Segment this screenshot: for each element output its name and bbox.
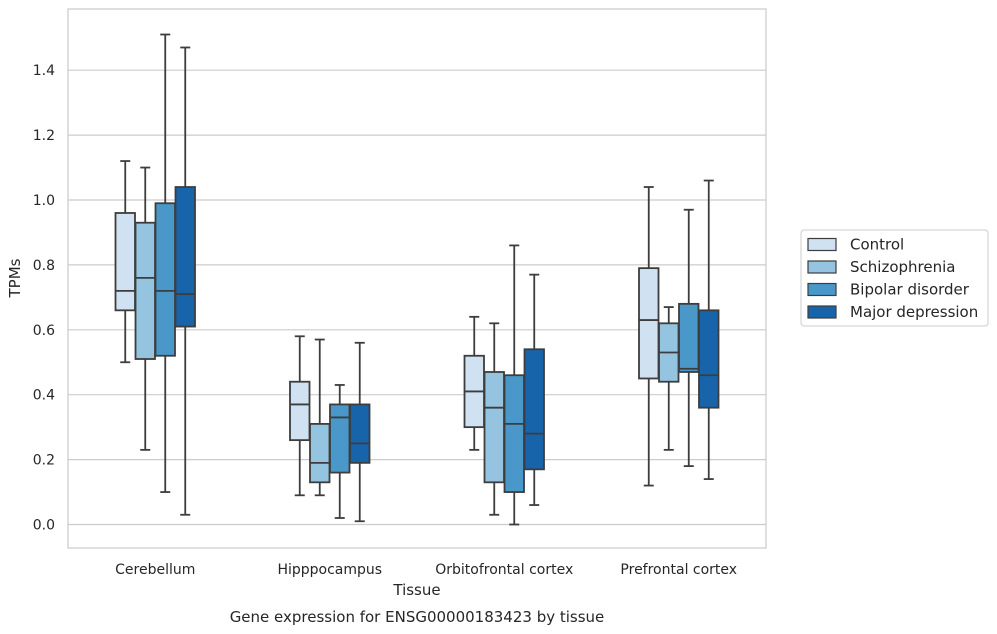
box-orbitofrontal-cortex-major-depression — [523, 273, 545, 506]
chart-caption: Gene expression for ENSG00000183423 by t… — [230, 608, 605, 626]
legend-label: Schizophrenia — [850, 258, 955, 276]
gridlines — [68, 69, 766, 526]
iqr-box — [523, 348, 545, 471]
y-tick-label: 0.8 — [33, 258, 55, 274]
y-tick-label: 1.4 — [33, 63, 55, 79]
plot-frame — [67, 8, 767, 549]
box-cerebellum-major-depression — [174, 46, 196, 516]
x-axis-ticks: Cerebellum Hipppocampus Orbitofrontal cort… — [115, 562, 737, 578]
box-hipppocampus-major-depression — [349, 341, 371, 523]
box-cerebellum-schizophrenia — [134, 166, 156, 451]
iqr-box — [309, 423, 331, 484]
y-tick-label: 1.2 — [33, 128, 55, 144]
x-axis-label: Tissue — [392, 581, 440, 599]
box-orbitofrontal-cortex-schizophrenia — [483, 322, 505, 516]
y-tick-label: 0.4 — [33, 388, 55, 404]
legend-item-major-depression: Major depression — [807, 303, 978, 321]
iqr-box — [678, 302, 700, 373]
x-tick-label: Hipppocampus — [277, 562, 382, 578]
y-tick-label: 0.2 — [33, 453, 55, 469]
box-prefrontal-cortex-control — [638, 186, 660, 487]
legend-frame — [800, 229, 989, 327]
box-plots — [114, 33, 720, 526]
iqr-box — [698, 309, 720, 409]
iqr-box — [638, 267, 660, 380]
legend-item-schizophrenia: Schizophrenia — [807, 258, 955, 276]
box-hipppocampus-bipolar-disorder — [329, 384, 351, 519]
x-tick-label: Cerebellum — [115, 562, 195, 578]
iqr-box — [114, 212, 136, 312]
legend-label: Control — [850, 236, 904, 254]
iqr-box — [349, 403, 371, 464]
iqr-box — [289, 380, 311, 442]
legend-label: Bipolar disorder — [850, 281, 970, 299]
iqr-box — [174, 186, 196, 328]
box-hipppocampus-control — [289, 335, 311, 497]
iqr-box — [483, 371, 505, 484]
iqr-box — [329, 403, 351, 474]
y-axis-ticks: 0.0 0.2 0.4 0.6 0.8 1.0 1.2 1.4 — [33, 63, 55, 533]
y-tick-label: 0.0 — [33, 518, 55, 534]
y-tick-label: 0.6 — [33, 323, 55, 339]
legend-label: Major depression — [850, 303, 978, 321]
x-tick-label: Orbitofrontal cortex — [435, 562, 573, 578]
legend-swatch — [807, 260, 837, 274]
legend-swatch — [807, 305, 837, 319]
iqr-box — [154, 202, 176, 357]
box-orbitofrontal-cortex-bipolar-disorder — [503, 244, 525, 526]
legend-item-control: Control — [807, 236, 904, 254]
x-tick-label: Prefrontal cortex — [620, 562, 737, 578]
iqr-box — [503, 374, 525, 493]
box-prefrontal-cortex-major-depression — [698, 179, 720, 480]
legend-item-bipolar-disorder: Bipolar disorder — [807, 281, 970, 299]
legend-swatch — [807, 282, 837, 297]
legend-swatch — [807, 237, 837, 252]
box-cerebellum-control — [114, 160, 136, 364]
y-axis-label: TPMs — [6, 258, 24, 298]
y-tick-label: 1.0 — [33, 193, 55, 209]
iqr-box — [134, 221, 156, 360]
legend: Control Schizophrenia Bipolar disorder Majo… — [800, 229, 989, 327]
box-cerebellum-bipolar-disorder — [154, 33, 176, 493]
